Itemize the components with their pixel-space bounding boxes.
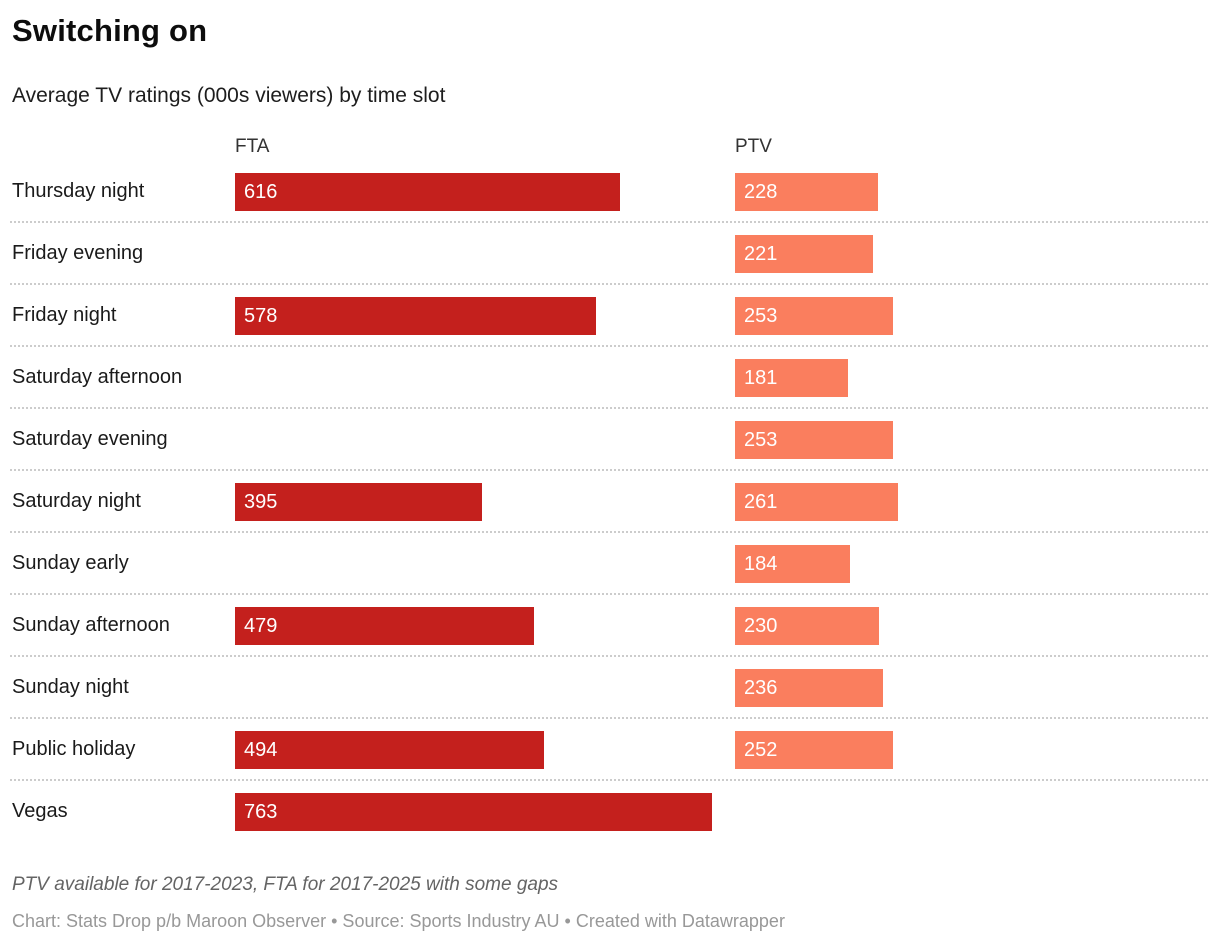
ptv-bar-value: 181 [744,366,778,389]
row-label: Sunday afternoon [12,614,170,636]
chart-attribution: Chart: Stats Drop p/b Maroon Observer • … [12,911,785,931]
table-row: Vegas 763 [0,781,1220,843]
row-label: Saturday evening [12,428,168,450]
chart-note: PTV available for 2017-2023, FTA for 201… [12,874,559,895]
ptv-bar-value: 253 [744,304,778,327]
fta-bar: 578 [235,297,596,335]
row-label: Friday night [12,304,117,326]
row-divider [10,531,1208,533]
row-divider [10,345,1208,347]
table-row: Saturday evening 253 [0,409,1220,471]
ptv-bar: 253 [735,421,893,459]
ptv-bar: 181 [735,359,848,397]
table-row: Friday night 578 253 [0,285,1220,347]
row-divider [10,221,1208,223]
row-divider [10,655,1208,657]
column-header-ptv: PTV [735,136,772,157]
row-label: Friday evening [12,242,144,264]
fta-bar: 395 [235,483,482,521]
row-label: Thursday night [12,180,145,202]
row-label: Sunday night [12,676,129,698]
fta-bar: 494 [235,731,544,769]
column-header-fta: FTA [235,136,270,157]
ptv-bar: 221 [735,235,873,273]
table-row: Public holiday 494 252 [0,719,1220,781]
table-row: Thursday night 616 228 [0,161,1220,223]
ptv-bar-value: 184 [744,552,778,575]
row-divider [10,593,1208,595]
ptv-bar: 252 [735,731,893,769]
ptv-bar-value: 230 [744,614,778,637]
row-divider [10,283,1208,285]
ptv-bar: 184 [735,545,850,583]
fta-bar-value: 494 [244,738,278,761]
page-title: Switching on [12,13,208,48]
ptv-bar-value: 252 [744,738,778,761]
ptv-bar: 228 [735,173,878,211]
table-row: Sunday afternoon 479 230 [0,595,1220,657]
ptv-bar-value: 221 [744,242,778,265]
fta-bar-value: 395 [244,490,278,513]
ptv-bar-value: 261 [744,490,778,513]
ptv-bar-value: 236 [744,676,778,699]
fta-bar: 479 [235,607,534,645]
ptv-bar: 230 [735,607,879,645]
row-label: Vegas [12,800,68,822]
row-divider [10,469,1208,471]
ptv-bar: 253 [735,297,893,335]
table-row: Sunday early 184 [0,533,1220,595]
row-divider [10,717,1208,719]
ptv-bar: 261 [735,483,898,521]
fta-bar: 616 [235,173,620,211]
row-label: Saturday night [12,490,141,512]
row-divider [10,779,1208,781]
row-label: Saturday afternoon [12,366,183,388]
table-row: Friday evening 221 [0,223,1220,285]
ptv-bar-value: 253 [744,428,778,451]
chart-subtitle: Average TV ratings (000s viewers) by tim… [12,84,446,107]
fta-bar-value: 616 [244,180,278,203]
row-divider [10,407,1208,409]
fta-bar-value: 578 [244,304,278,327]
ptv-bar: 236 [735,669,883,707]
table-row: Saturday afternoon 181 [0,347,1220,409]
row-label: Sunday early [12,552,129,574]
row-label: Public holiday [12,738,136,760]
fta-bar: 763 [235,793,712,831]
fta-bar-value: 479 [244,614,278,637]
chart-rows: Thursday night 616 228 Friday evening 221 Fri… [0,161,1220,843]
fta-bar-value: 763 [244,800,278,823]
table-row: Sunday night 236 [0,657,1220,719]
ptv-bar-value: 228 [744,180,778,203]
table-row: Saturday night 395 261 [0,471,1220,533]
